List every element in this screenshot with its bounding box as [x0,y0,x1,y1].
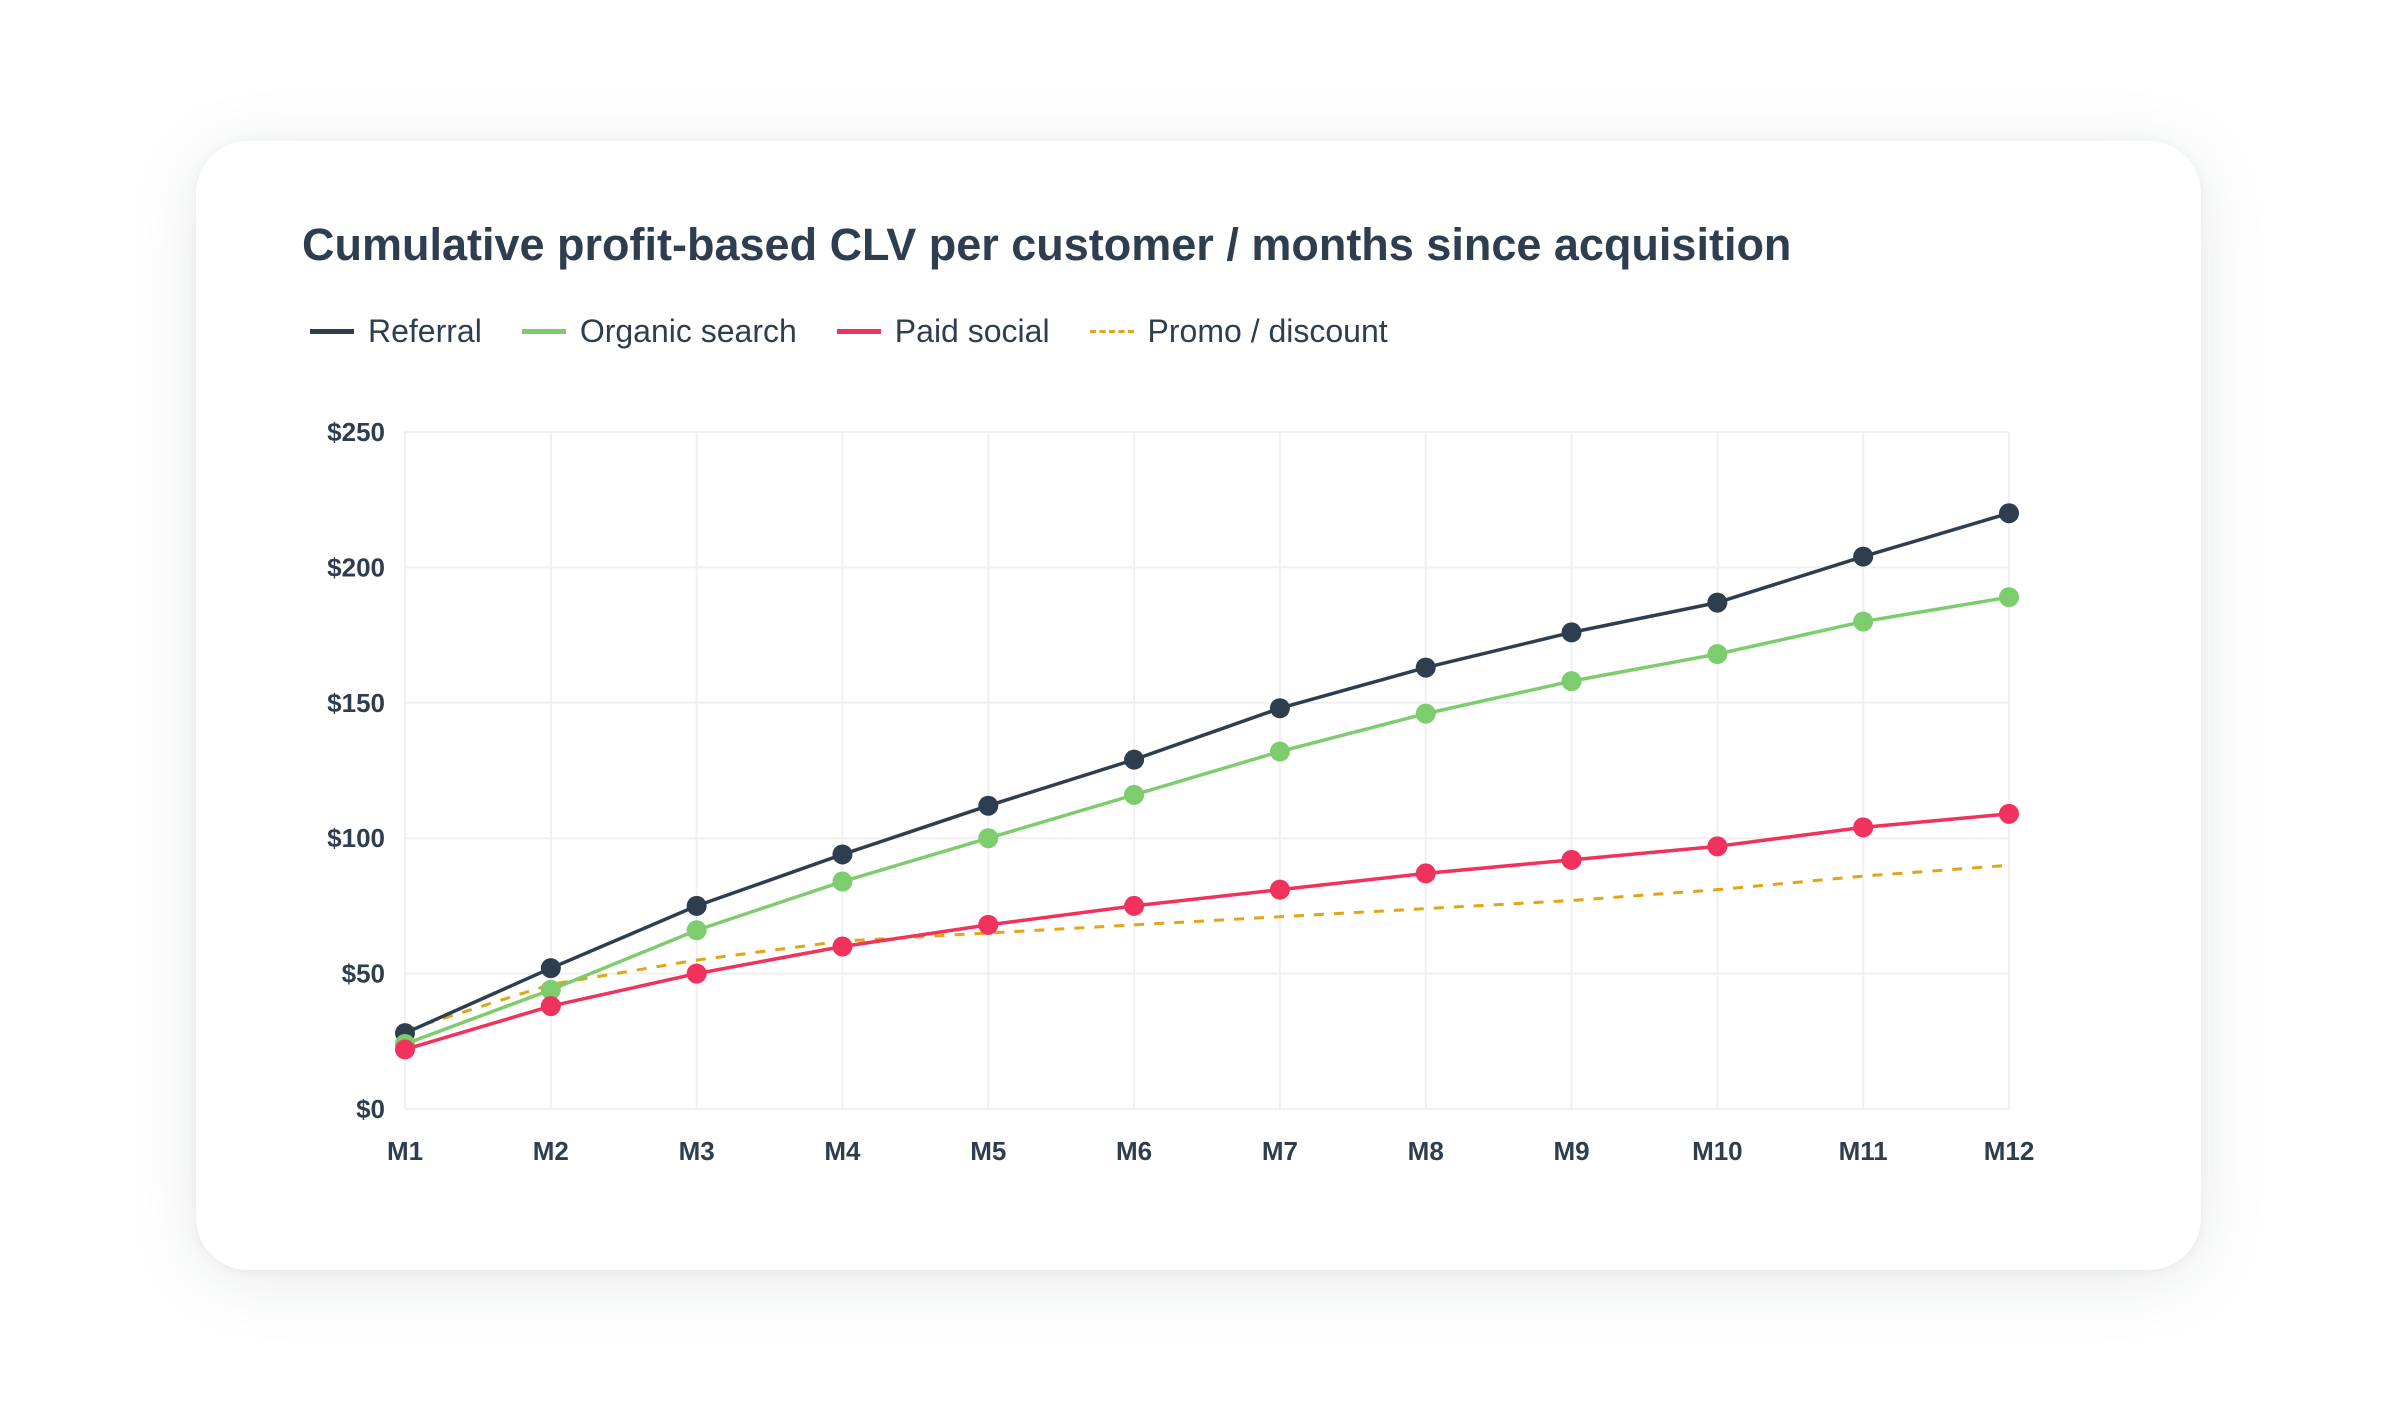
x-tick-label: M4 [824,1136,861,1166]
x-tick-label: M7 [1262,1136,1298,1166]
chart-legend: Referral Organic search Paid social Prom… [310,311,1428,351]
data-point-referral[interactable] [686,895,707,916]
x-tick-label: M3 [679,1136,715,1166]
data-point-paid-social[interactable] [1124,895,1145,916]
legend-item-promo-discount[interactable]: Promo / discount [1089,312,1388,350]
legend-label-paid-social: Paid social [894,312,1050,349]
legend-item-referral[interactable]: Referral [310,313,482,350]
data-point-paid-social[interactable] [1269,879,1290,900]
legend-label-organic-search: Organic search [579,312,797,349]
chart-card: Cumulative profit-based CLV per customer… [196,141,2201,1270]
grid-lines [404,431,2010,1110]
series-lines [395,503,2019,1060]
series-line-organic-search [403,595,2011,1046]
data-point-paid-social[interactable] [832,936,853,957]
series-promo-discount [404,863,2010,1032]
x-tick-label: M6 [1116,1136,1152,1166]
x-tick-label: M9 [1553,1136,1589,1166]
legend-item-paid-social[interactable]: Paid social [836,312,1050,350]
data-point-referral[interactable] [1269,698,1290,719]
legend-item-organic-search[interactable]: Organic search [521,312,797,350]
series-paid-social [395,803,2019,1060]
data-point-referral[interactable] [1415,657,1436,678]
x-tick-label: M1 [387,1136,423,1166]
data-point-paid-social[interactable] [1853,817,1874,838]
y-tick-label: $50 [342,959,385,989]
series-referral [395,503,2019,1044]
data-point-organic-search[interactable] [978,828,999,849]
data-point-organic-search[interactable] [1999,587,2019,608]
data-point-paid-social[interactable] [1999,803,2019,824]
y-tick-label: $250 [327,417,385,447]
data-point-referral[interactable] [1561,622,1582,643]
data-point-organic-search[interactable] [1561,671,1582,692]
data-point-organic-search[interactable] [832,871,853,892]
x-tick-label: M10 [1692,1136,1743,1166]
x-tick-label: M12 [1984,1136,2035,1166]
data-point-referral[interactable] [1853,546,1874,567]
data-point-organic-search[interactable] [1707,644,1728,665]
chart-title: Cumulative profit-based CLV per customer… [302,219,1792,270]
series-line-promo-discount [404,863,2010,1032]
legend-swatch-paid-social [836,328,881,334]
series-line-paid-social [403,812,2011,1052]
data-point-referral[interactable] [1999,503,2019,524]
data-point-organic-search[interactable] [686,920,707,941]
x-tick-label: M11 [1839,1136,1888,1166]
data-point-organic-search[interactable] [1853,611,1874,632]
data-point-organic-search[interactable] [1124,784,1145,805]
data-point-paid-social[interactable] [1707,836,1728,857]
y-tick-label: $150 [327,688,385,718]
y-tick-label: $100 [327,823,385,853]
data-point-referral[interactable] [1707,592,1728,613]
data-point-paid-social[interactable] [686,963,707,984]
series-organic-search [395,587,2019,1055]
data-point-organic-search[interactable] [1269,741,1290,762]
data-point-organic-search[interactable] [1415,703,1436,724]
data-point-referral[interactable] [978,795,999,816]
data-point-referral[interactable] [540,958,561,979]
x-tick-label: M2 [533,1136,569,1166]
y-tick-label: $0 [356,1094,385,1124]
data-point-paid-social[interactable] [540,996,561,1017]
legend-label-referral: Referral [368,312,482,349]
legend-swatch-organic-search [521,328,566,334]
data-point-referral[interactable] [832,844,853,865]
legend-swatch-promo-discount [1089,329,1134,333]
data-point-paid-social[interactable] [1561,849,1582,870]
data-point-paid-social[interactable] [978,914,999,935]
y-tick-label: $200 [327,552,385,582]
data-point-paid-social[interactable] [395,1039,415,1060]
data-point-paid-social[interactable] [1415,863,1436,884]
line-chart: $0 $50 $100 $150 $200 $250 M1 M2 M3 M4 M5 M6 M7 M8 M9 M… [327,417,2034,1166]
data-point-referral[interactable] [1124,749,1145,770]
data-point-organic-search[interactable] [540,979,561,1000]
x-tick-label: M5 [970,1136,1006,1166]
axis-tick-labels: $0 $50 $100 $150 $200 $250 M1 M2 M3 M4 M5 M6 M7 M8 M9 M… [327,417,2034,1166]
series-line-referral [403,511,2011,1035]
legend-swatch-referral [310,328,354,334]
legend-label-promo-discount: Promo / discount [1147,312,1388,349]
x-tick-label: M8 [1408,1136,1444,1166]
